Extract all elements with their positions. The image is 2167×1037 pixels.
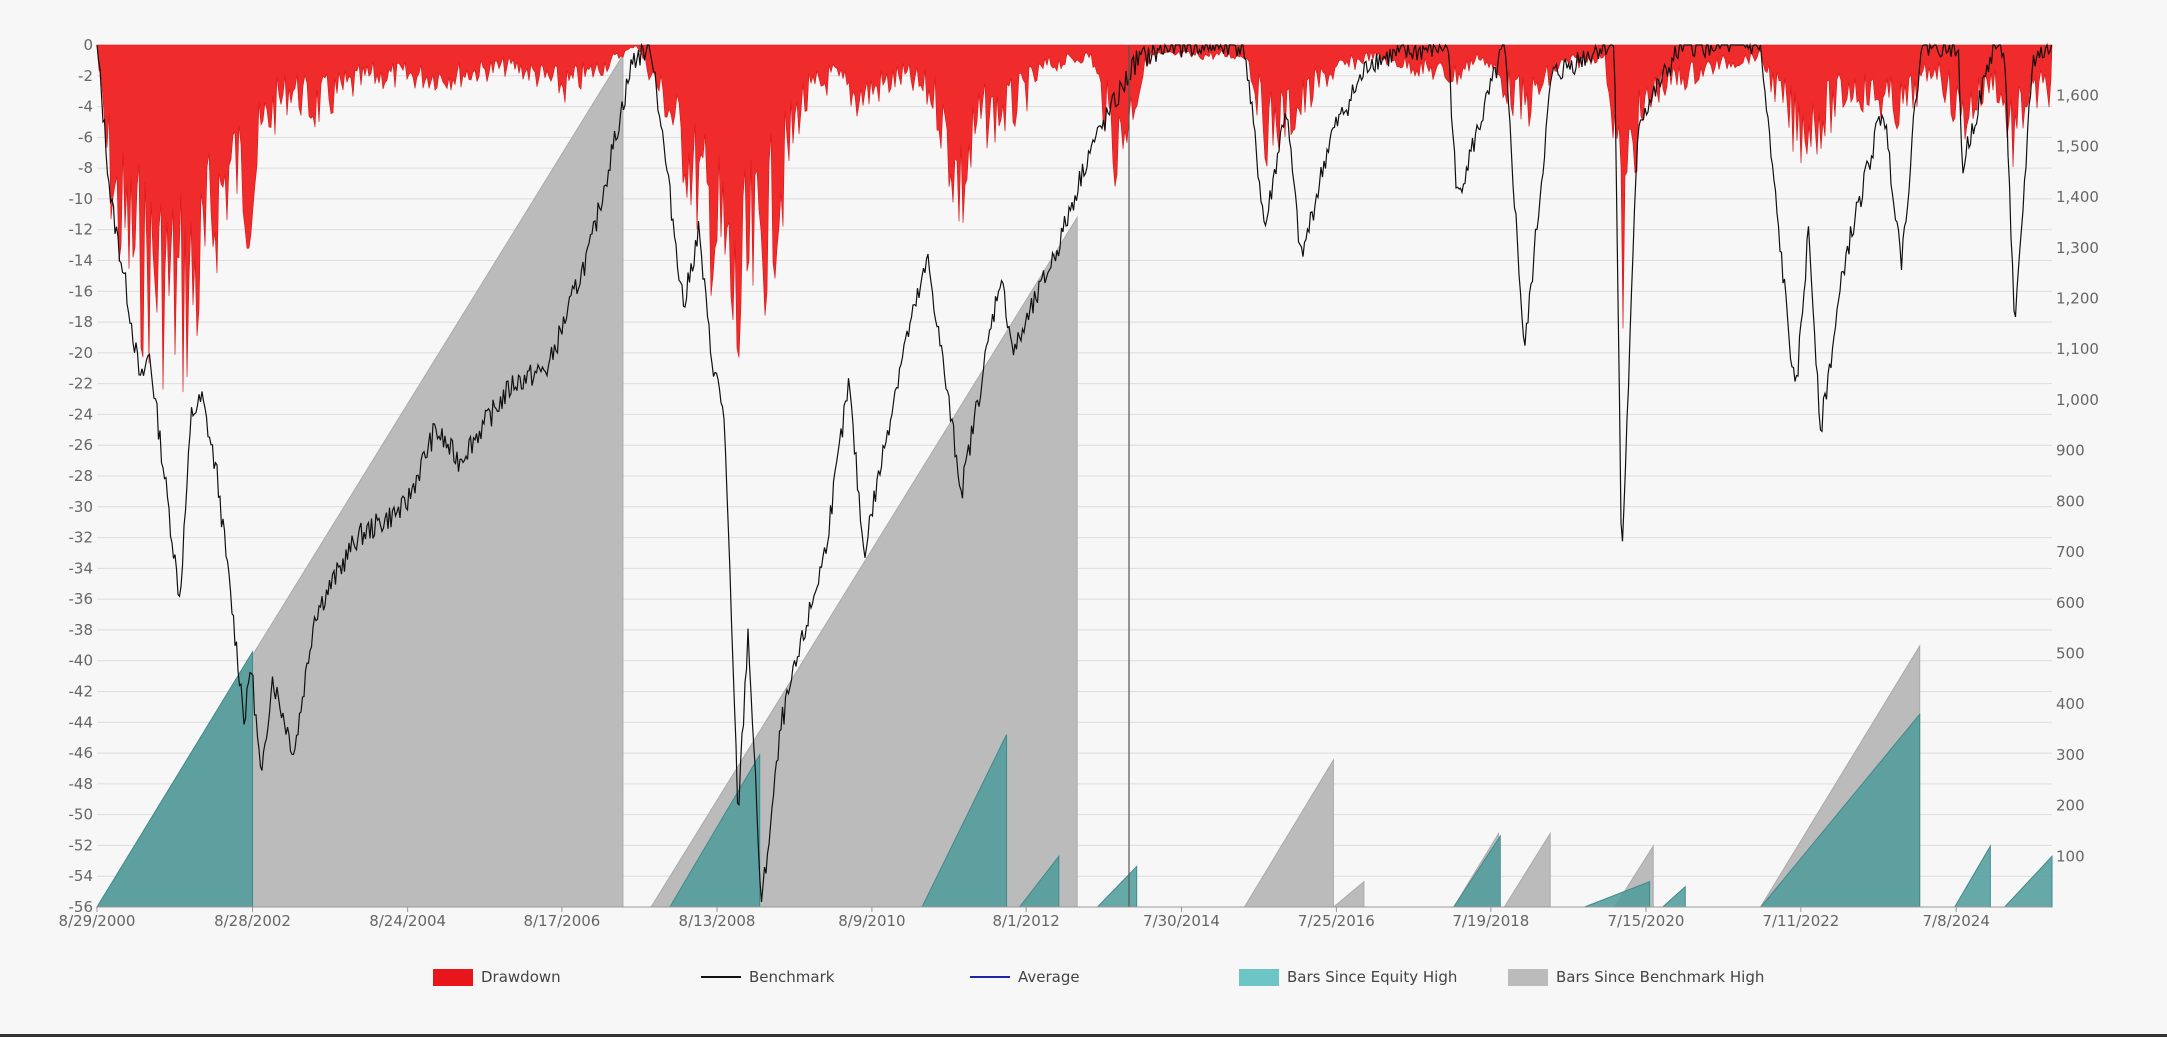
- episode-area: [1661, 885, 1686, 908]
- y-right-tick-label: 600: [2056, 594, 2085, 612]
- y-right-axis: 100 200 300 400 500 600 700 800 900 1,000 1,100 1,2…: [2056, 87, 2099, 866]
- y-left-tick-label: -4: [78, 98, 93, 116]
- y-right-tick-label: 1,100: [2056, 340, 2099, 358]
- episode-area: [1759, 712, 1921, 908]
- x-tick-label: 8/9/2010: [838, 912, 905, 930]
- y-left-tick-label: -16: [69, 282, 94, 300]
- y-left-tick-label: -6: [78, 128, 93, 146]
- legend-label-average: Average: [1018, 968, 1080, 986]
- y-left-tick-label: -56: [69, 898, 94, 916]
- y-right-tick-label: 1,200: [2056, 290, 2099, 308]
- legend-swatch-benchmark: [701, 976, 741, 978]
- x-tick-label: 7/8/2024: [1923, 912, 1990, 930]
- episode-area: [96, 650, 254, 908]
- episode-area: [1503, 831, 1551, 908]
- y-left-tick-label: -18: [69, 313, 94, 331]
- drawdown-series: [96, 44, 2053, 393]
- legend-swatch-average: [970, 976, 1010, 978]
- y-left-tick-label: -26: [69, 436, 94, 454]
- x-tick-label: 7/15/2020: [1608, 912, 1685, 930]
- y-left-tick-label: -34: [69, 559, 94, 577]
- episode-area: [2003, 855, 2053, 908]
- y-left-tick-label: -24: [69, 405, 94, 423]
- y-right-tick-label: 1,400: [2056, 188, 2099, 206]
- y-left-tick-label: -28: [69, 467, 94, 485]
- drawdown-chart: 0 -2 -4 -6 -8 -10 -12 -14 -16 -18 -20 -22 -24 -26 -28 -…: [59, 36, 2099, 930]
- legend: Drawdown Benchmark Average Bars Since Eq…: [0, 968, 2167, 998]
- y-left-tick-label: -42: [69, 683, 94, 701]
- legend-label-bars-since-equity-high: Bars Since Equity High: [1287, 968, 1458, 986]
- legend-swatch-bars-since-equity-high: [1239, 968, 1279, 986]
- x-tick-label: 7/11/2022: [1762, 912, 1839, 930]
- y-right-tick-label: 300: [2056, 746, 2085, 764]
- episode-area: [668, 753, 761, 908]
- y-right-tick-label: 100: [2056, 847, 2085, 865]
- x-tick-label: 8/29/2000: [59, 912, 136, 930]
- bars-since-benchmark-high-series: [96, 53, 1921, 908]
- y-right-tick-label: 500: [2056, 644, 2085, 662]
- episode-area: [1332, 880, 1365, 908]
- y-right-tick-label: 1,000: [2056, 391, 2099, 409]
- y-left-tick-label: -52: [69, 836, 94, 854]
- legend-item-bars-since-equity-high[interactable]: Bars Since Equity High: [1239, 968, 1457, 986]
- y-right-tick-label: 800: [2056, 492, 2085, 510]
- legend-swatch-bars-since-benchmark-high: [1508, 968, 1548, 986]
- y-left-tick-label: -44: [69, 713, 94, 731]
- y-left-tick-label: -22: [69, 375, 94, 393]
- episode-area: [1096, 865, 1138, 908]
- y-left-tick-label: -14: [69, 252, 94, 270]
- y-right-tick-label: 700: [2056, 543, 2085, 561]
- x-tick-label: 8/13/2008: [679, 912, 756, 930]
- y-right-tick-label: 200: [2056, 797, 2085, 815]
- y-left-tick-label: -54: [69, 867, 94, 885]
- legend-label-benchmark: Benchmark: [749, 968, 835, 986]
- y-left-tick-label: -30: [69, 498, 94, 516]
- x-tick-label: 8/28/2002: [214, 912, 291, 930]
- benchmark-series: [96, 42, 2053, 903]
- y-left-tick-label: -10: [69, 190, 94, 208]
- y-left-tick-label: -50: [69, 806, 94, 824]
- legend-label-bars-since-benchmark-high: Bars Since Benchmark High: [1556, 968, 1765, 986]
- bottom-border: [0, 1034, 2167, 1037]
- benchmark-line: [96, 42, 2053, 903]
- episode-area: [1452, 834, 1501, 908]
- y-left-tick-label: 0: [83, 36, 93, 54]
- y-left-tick-label: -2: [78, 67, 93, 85]
- y-right-tick-label: 1,600: [2056, 87, 2099, 105]
- x-tick-label: 8/24/2004: [369, 912, 446, 930]
- y-left-tick-label: -8: [78, 159, 93, 177]
- y-left-tick-label: -40: [69, 652, 94, 670]
- x-tick-label: 7/25/2016: [1298, 912, 1375, 930]
- drawdown-area: [96, 44, 2053, 393]
- legend-item-average[interactable]: Average: [970, 968, 1080, 986]
- episode-area: [1243, 758, 1334, 908]
- x-tick-label: 8/17/2006: [523, 912, 600, 930]
- y-left-tick-label: -20: [69, 344, 94, 362]
- x-tick-label: 7/30/2014: [1143, 912, 1220, 930]
- y-left-tick-label: -36: [69, 590, 94, 608]
- y-right-tick-label: 400: [2056, 695, 2085, 713]
- y-left-tick-label: -32: [69, 529, 94, 547]
- y-left-tick-label: -46: [69, 744, 94, 762]
- y-left-tick-label: -48: [69, 775, 94, 793]
- episode-area: [1584, 880, 1651, 908]
- legend-swatch-drawdown: [433, 968, 473, 986]
- x-tick-label: 7/19/2018: [1452, 912, 1529, 930]
- episode-area: [650, 215, 1078, 908]
- legend-item-benchmark[interactable]: Benchmark: [701, 968, 834, 986]
- legend-item-drawdown[interactable]: Drawdown: [433, 968, 561, 986]
- legend-label-drawdown: Drawdown: [481, 968, 561, 986]
- x-axis: 8/29/2000 8/28/2002 8/24/2004 8/17/2006 8/13…: [59, 907, 1990, 930]
- y-left-axis: 0 -2 -4 -6 -8 -10 -12 -14 -16 -18 -20 -22 -24 -26 -28 -…: [69, 36, 94, 916]
- legend-item-bars-since-benchmark-high[interactable]: Bars Since Benchmark High: [1508, 968, 1764, 986]
- y-right-tick-label: 900: [2056, 442, 2085, 460]
- y-left-tick-label: -12: [69, 221, 94, 239]
- y-right-tick-label: 1,300: [2056, 239, 2099, 257]
- y-right-tick-label: 1,500: [2056, 137, 2099, 155]
- y-left-tick-label: -38: [69, 621, 94, 639]
- x-tick-label: 8/1/2012: [992, 912, 1059, 930]
